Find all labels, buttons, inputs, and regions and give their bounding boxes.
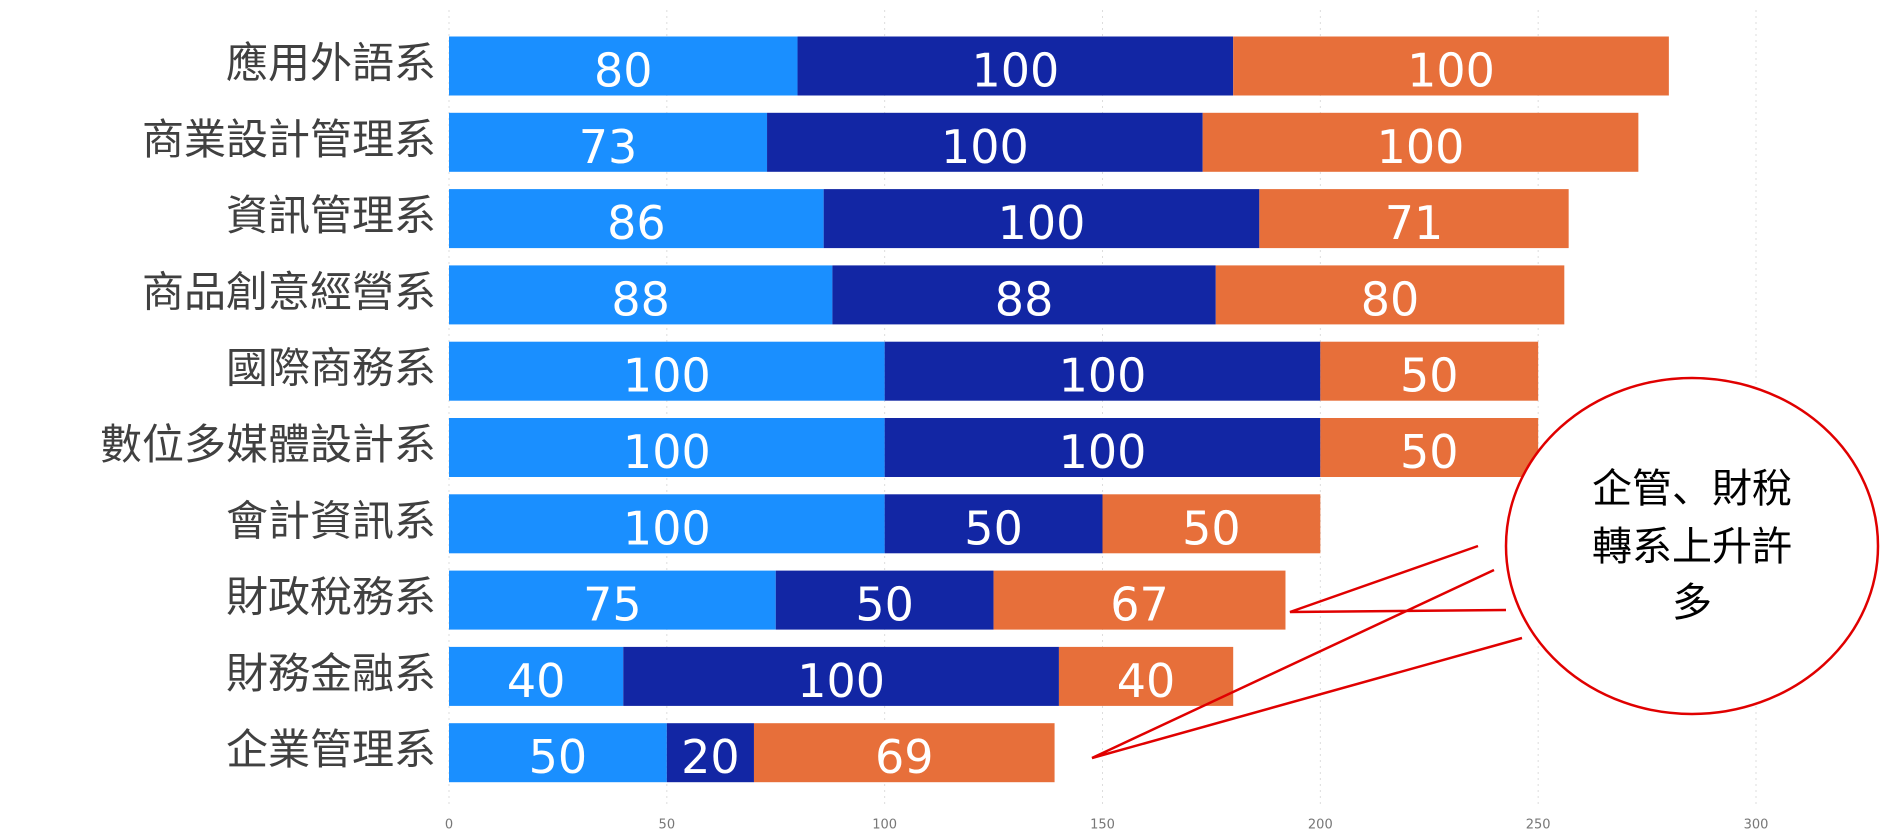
- bar-segment: [797, 36, 1234, 96]
- bar-segment: [1259, 189, 1569, 249]
- data-label: 50: [1400, 349, 1459, 403]
- data-label: 40: [507, 654, 566, 708]
- bar-segment: [832, 265, 1216, 325]
- bar-segment: [993, 570, 1286, 630]
- data-label: 67: [1110, 578, 1169, 632]
- bar-segment: [449, 646, 624, 706]
- bar-segment: [753, 723, 1055, 783]
- x-tick-label: 150: [1090, 818, 1115, 832]
- data-label: 73: [579, 120, 638, 174]
- bar-segment: [449, 265, 833, 325]
- category-label: 財務金融系: [226, 649, 436, 698]
- data-label: 40: [1117, 654, 1176, 708]
- data-label: 69: [875, 730, 934, 784]
- category-label: 資訊管理系: [226, 191, 436, 240]
- data-label: 100: [623, 349, 711, 403]
- annotation-line: 轉系上升許: [1592, 524, 1792, 570]
- bar-segment: [1233, 36, 1669, 96]
- callout-pointer: [1091, 568, 1523, 760]
- bar-segment: [449, 36, 798, 96]
- bar-segment: [1102, 494, 1321, 554]
- data-label: 50: [964, 501, 1023, 555]
- bar-segment: [1320, 341, 1539, 401]
- x-tick-label: 200: [1308, 818, 1333, 832]
- bar-segment: [449, 112, 768, 172]
- data-label: 50: [1400, 425, 1459, 479]
- annotation-line: 企管、財稅: [1592, 466, 1792, 512]
- data-label: 88: [611, 272, 670, 326]
- bar-segment: [623, 646, 1059, 706]
- bar-segment: [884, 418, 1321, 477]
- bars: 應用外語系 80 100 100 商業設計管理系 73 100 100 資訊管理系 86 100 71…: [100, 36, 1669, 784]
- data-label: 100: [623, 425, 711, 479]
- category-label: 商品創意經營系: [142, 267, 436, 316]
- category-label: 國際商務系: [226, 344, 436, 393]
- x-tick-label: 100: [872, 818, 897, 832]
- category-label: 財政稅務系: [226, 573, 436, 622]
- category-label: 應用外語系: [226, 39, 436, 88]
- category-label: 會計資訊系: [226, 496, 436, 545]
- x-tick-label: 50: [659, 818, 676, 832]
- x-tick-label: 0: [445, 818, 453, 832]
- data-label: 50: [1182, 501, 1241, 555]
- bar-segment: [449, 723, 667, 783]
- bar-segment: [449, 341, 885, 401]
- category-label: 企業管理系: [226, 725, 436, 774]
- annotation-line: 多: [1672, 580, 1712, 626]
- data-label: 100: [971, 44, 1059, 98]
- data-label: 100: [797, 654, 885, 708]
- data-label: 100: [941, 120, 1029, 174]
- bar-segment: [775, 570, 994, 630]
- data-label: 80: [1361, 272, 1420, 326]
- category-label: 數位多媒體設計系: [100, 420, 436, 469]
- bar-segment: [1215, 265, 1565, 325]
- data-label: 100: [1059, 425, 1147, 479]
- x-tick-label: 300: [1744, 818, 1769, 832]
- bar-segment: [884, 341, 1321, 401]
- bar-segment: [449, 570, 776, 630]
- data-label: 75: [583, 578, 642, 632]
- data-label: 100: [998, 196, 1086, 250]
- bar-segment: [767, 112, 1203, 172]
- data-label: 50: [529, 730, 588, 784]
- bar-segment: [666, 723, 754, 783]
- data-label: 100: [623, 501, 711, 555]
- data-label: 100: [1377, 120, 1465, 174]
- data-label: 88: [995, 272, 1054, 326]
- data-label: 100: [1059, 349, 1147, 403]
- bar-segment: [823, 189, 1260, 249]
- bar-segment: [449, 418, 885, 477]
- x-tick-label: 250: [1526, 818, 1551, 832]
- callout-ellipse: [1504, 376, 1880, 716]
- data-label: 86: [607, 196, 666, 250]
- data-label: 50: [855, 578, 914, 632]
- bar-segment: [449, 494, 885, 554]
- bar-segment: [449, 189, 824, 249]
- bar-segment: [1320, 418, 1539, 477]
- callout-pointer: [1289, 544, 1507, 614]
- callout: [1091, 376, 1880, 760]
- data-label: 80: [594, 44, 653, 98]
- bar-segment: [1202, 112, 1639, 172]
- data-label: 71: [1385, 196, 1444, 250]
- data-label: 20: [681, 730, 740, 784]
- bar-segment: [884, 494, 1103, 554]
- bar-segment: [1058, 646, 1234, 706]
- category-label: 商業設計管理系: [142, 115, 436, 164]
- data-label: 100: [1407, 44, 1495, 98]
